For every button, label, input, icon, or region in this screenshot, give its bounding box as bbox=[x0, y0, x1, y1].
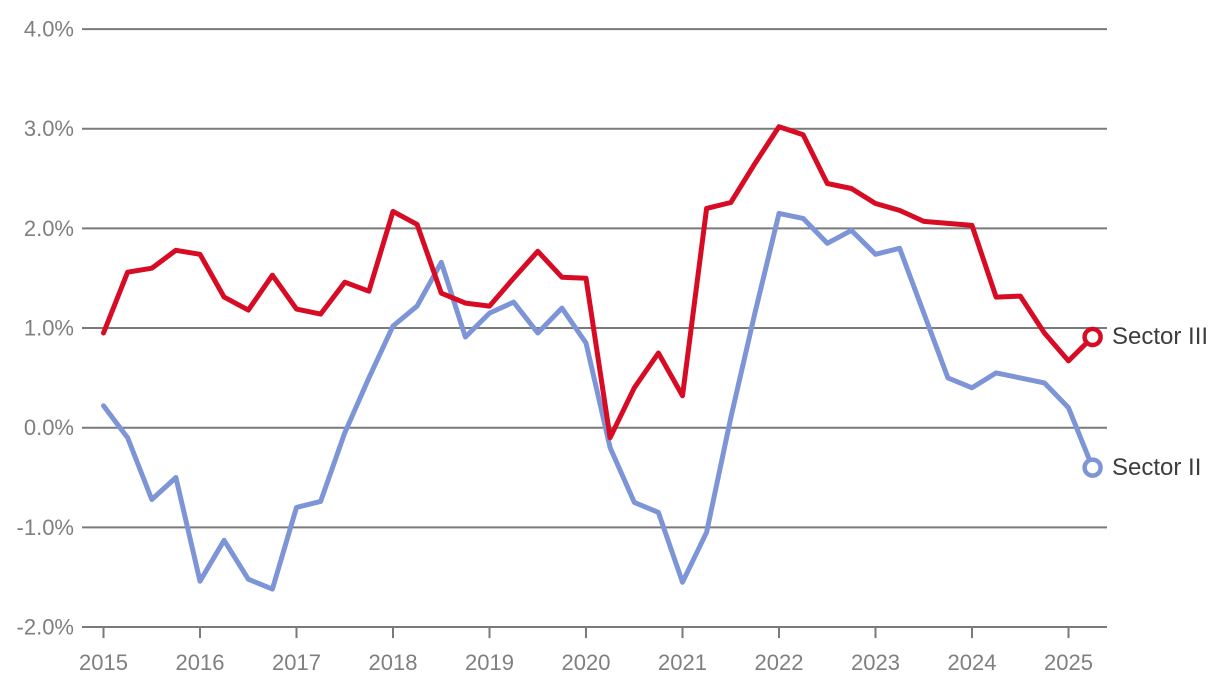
y-tick-label: 0.0% bbox=[24, 415, 74, 440]
x-tick-label: 2022 bbox=[755, 650, 804, 675]
x-tick-label: 2020 bbox=[562, 650, 611, 675]
series-end-marker-sector-ii bbox=[1082, 457, 1103, 478]
y-tick-label: 1.0% bbox=[24, 316, 74, 341]
y-tick-label: -1.0% bbox=[17, 515, 74, 540]
x-tick-label: 2024 bbox=[948, 650, 997, 675]
series-label-sector-iii: Sector III bbox=[1112, 323, 1209, 350]
series-label-sector-ii: Sector II bbox=[1112, 454, 1202, 481]
x-tick-label: 2018 bbox=[369, 650, 418, 675]
y-tick-label: 4.0% bbox=[24, 17, 74, 42]
x-tick-label: 2021 bbox=[658, 650, 707, 675]
x-tick-label: 2015 bbox=[79, 650, 128, 675]
x-tick-label: 2019 bbox=[465, 650, 514, 675]
x-tick-label: 2016 bbox=[176, 650, 225, 675]
x-tick-label: 2025 bbox=[1044, 650, 1093, 675]
series-line-sector-iii bbox=[101, 124, 1096, 441]
x-tick-label: 2023 bbox=[851, 650, 900, 675]
series-line-sector-ii bbox=[101, 210, 1096, 592]
y-tick-label: 3.0% bbox=[24, 116, 74, 141]
series-end-marker-sector-iii bbox=[1082, 326, 1103, 348]
y-tick-label: 2.0% bbox=[24, 216, 74, 241]
x-tick-label: 2017 bbox=[272, 650, 321, 675]
y-tick-label: -2.0% bbox=[17, 615, 74, 640]
